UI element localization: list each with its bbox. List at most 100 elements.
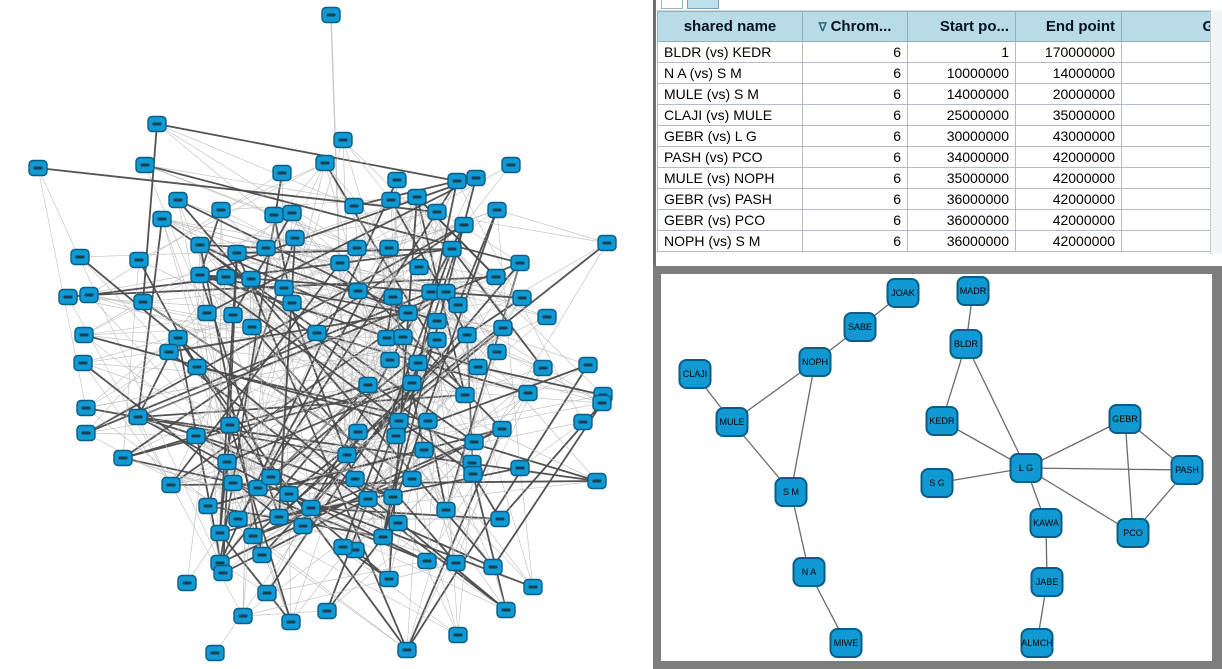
table-row[interactable]: GEBR (vs) L G6300000004300000016.9	[657, 125, 1222, 147]
column-header-startpo[interactable]: Start po...	[907, 11, 1016, 42]
table-cell[interactable]: 9.9	[1121, 230, 1222, 252]
table-cell[interactable]: 192.0	[1121, 41, 1222, 63]
table-cell[interactable]: 10.5	[1121, 167, 1222, 189]
node-label-smudge	[133, 415, 143, 419]
table-cell[interactable]: 6	[802, 125, 908, 147]
table-cell[interactable]: GEBR (vs) PCO	[657, 209, 803, 231]
graph-node[interactable]	[1009, 453, 1043, 483]
table-cell[interactable]: 11.4	[1121, 146, 1222, 168]
table-cell[interactable]: 8.4	[1121, 209, 1222, 231]
table-cell[interactable]: PASH (vs) PCO	[657, 146, 803, 168]
table-cell[interactable]: 30000000	[907, 125, 1016, 147]
table-cell[interactable]: 6	[802, 209, 908, 231]
graph-node[interactable]	[715, 407, 749, 437]
graph-node[interactable]	[925, 406, 959, 436]
toolbar-tab-partial[interactable]	[687, 0, 719, 9]
table-cell[interactable]: 36000000	[907, 209, 1016, 231]
graph-node[interactable]	[1108, 404, 1142, 434]
column-header-sharedname[interactable]: shared name	[657, 11, 803, 42]
table-cell[interactable]: 170000000	[1015, 41, 1122, 63]
table-row[interactable]: CLAJI (vs) MULE625000000350000005.9	[657, 104, 1222, 126]
table-vertical-scrollbar[interactable]	[1210, 10, 1222, 254]
table-cell[interactable]: 6	[802, 62, 908, 84]
column-header-endpoint[interactable]: End point	[1015, 11, 1122, 42]
filter-funnel-icon[interactable]: ∇	[818, 20, 827, 34]
table-cell[interactable]: 43000000	[1015, 125, 1122, 147]
table-row[interactable]: NOPH (vs) S M636000000420000009.9	[657, 230, 1222, 252]
table-cell[interactable]: 10000000	[907, 62, 1016, 84]
table-row[interactable]: GEBR (vs) PCO636000000420000008.4	[657, 209, 1222, 231]
graph-edge[interactable]	[1025, 467, 1188, 471]
table-cell[interactable]: 42000000	[1015, 167, 1122, 189]
table-cell[interactable]: N A (vs) S M	[657, 62, 803, 84]
graph-node[interactable]	[798, 347, 832, 377]
graph-edge[interactable]	[965, 343, 1027, 469]
overview-network-canvas[interactable]	[0, 0, 653, 669]
graph-node[interactable]	[1116, 518, 1150, 548]
graph-edge[interactable]	[1124, 418, 1134, 534]
table-cell[interactable]: NOPH (vs) S M	[657, 230, 803, 252]
table-cell[interactable]: 42000000	[1015, 209, 1122, 231]
table-cell[interactable]: 36000000	[907, 230, 1016, 252]
toolbar-button-partial[interactable]	[661, 0, 683, 9]
graph-node[interactable]	[920, 468, 954, 498]
table-cell[interactable]: 6	[802, 167, 908, 189]
table-cell[interactable]: 6.6	[1121, 62, 1222, 84]
table-row[interactable]: BLDR (vs) KEDR61170000000192.0	[657, 41, 1222, 63]
table-row[interactable]: PASH (vs) PCO6340000004200000011.4	[657, 146, 1222, 168]
table-row[interactable]: N A (vs) S M610000000140000006.6	[657, 62, 1222, 84]
table-row[interactable]: MULE (vs) S M614000000200000007.5	[657, 83, 1222, 105]
column-header-chrom[interactable]: ∇ Chrom...	[802, 11, 908, 42]
subnetwork-canvas[interactable]: JOAK MADR SABE NOPH BLDR CLAJI MULE KEDR GEBR L G…	[661, 274, 1212, 661]
table-cell[interactable]: 6	[802, 188, 908, 210]
graph-node[interactable]	[956, 276, 990, 306]
table-cell[interactable]: 14000000	[907, 83, 1016, 105]
table-row[interactable]: MULE (vs) NOPH6350000004200000010.5	[657, 167, 1222, 189]
table-cell[interactable]: 35000000	[907, 167, 1016, 189]
table-cell[interactable]: MULE (vs) S M	[657, 83, 803, 105]
table-cell[interactable]: 36000000	[907, 188, 1016, 210]
table-cell[interactable]: 8.9	[1121, 188, 1222, 210]
table-cell[interactable]: 6	[802, 230, 908, 252]
table-cell[interactable]: 6	[802, 83, 908, 105]
graph-node[interactable]	[886, 278, 920, 308]
graph-node[interactable]	[1020, 628, 1054, 658]
table-cell[interactable]: GEBR (vs) PASH	[657, 188, 803, 210]
graph-edge[interactable]	[1025, 418, 1126, 469]
graph-node[interactable]	[774, 477, 808, 507]
graph-edge[interactable]	[790, 361, 816, 493]
graph-node[interactable]	[829, 628, 863, 658]
graph-node[interactable]	[843, 312, 877, 342]
table-cell[interactable]: 5.9	[1121, 104, 1222, 126]
node-label-smudge	[202, 311, 212, 315]
table-cell[interactable]: BLDR (vs) KEDR	[657, 41, 803, 63]
graph-node[interactable]	[949, 329, 983, 359]
table-cell[interactable]: 6	[802, 104, 908, 126]
table-cell[interactable]: GEBR (vs) L G	[657, 125, 803, 147]
table-cell[interactable]: 6	[802, 146, 908, 168]
column-header-genetic[interactable]: Genetic...	[1121, 11, 1222, 42]
node-label-smudge	[246, 277, 256, 281]
table-cell[interactable]: 42000000	[1015, 146, 1122, 168]
node-label-smudge	[238, 614, 248, 618]
graph-node[interactable]	[1170, 455, 1204, 485]
graph-node[interactable]	[1030, 567, 1064, 597]
table-cell[interactable]: 7.5	[1121, 83, 1222, 105]
table-cell[interactable]: 6	[802, 41, 908, 63]
table-cell[interactable]: 42000000	[1015, 188, 1122, 210]
table-cell[interactable]: MULE (vs) NOPH	[657, 167, 803, 189]
graph-node[interactable]	[678, 359, 712, 389]
graph-node[interactable]	[1029, 508, 1063, 538]
table-cell[interactable]: CLAJI (vs) MULE	[657, 104, 803, 126]
graph-node[interactable]	[792, 557, 826, 587]
table-cell[interactable]: 14000000	[1015, 62, 1122, 84]
table-cell[interactable]: 42000000	[1015, 230, 1122, 252]
table-cell[interactable]: 34000000	[907, 146, 1016, 168]
table-cell[interactable]: 35000000	[1015, 104, 1122, 126]
graph-edge[interactable]	[1025, 467, 1134, 534]
table-cell[interactable]: 16.9	[1121, 125, 1222, 147]
table-row[interactable]: GEBR (vs) PASH636000000420000008.9	[657, 188, 1222, 210]
table-cell[interactable]: 25000000	[907, 104, 1016, 126]
table-cell[interactable]: 1	[907, 41, 1016, 63]
table-cell[interactable]: 20000000	[1015, 83, 1122, 105]
